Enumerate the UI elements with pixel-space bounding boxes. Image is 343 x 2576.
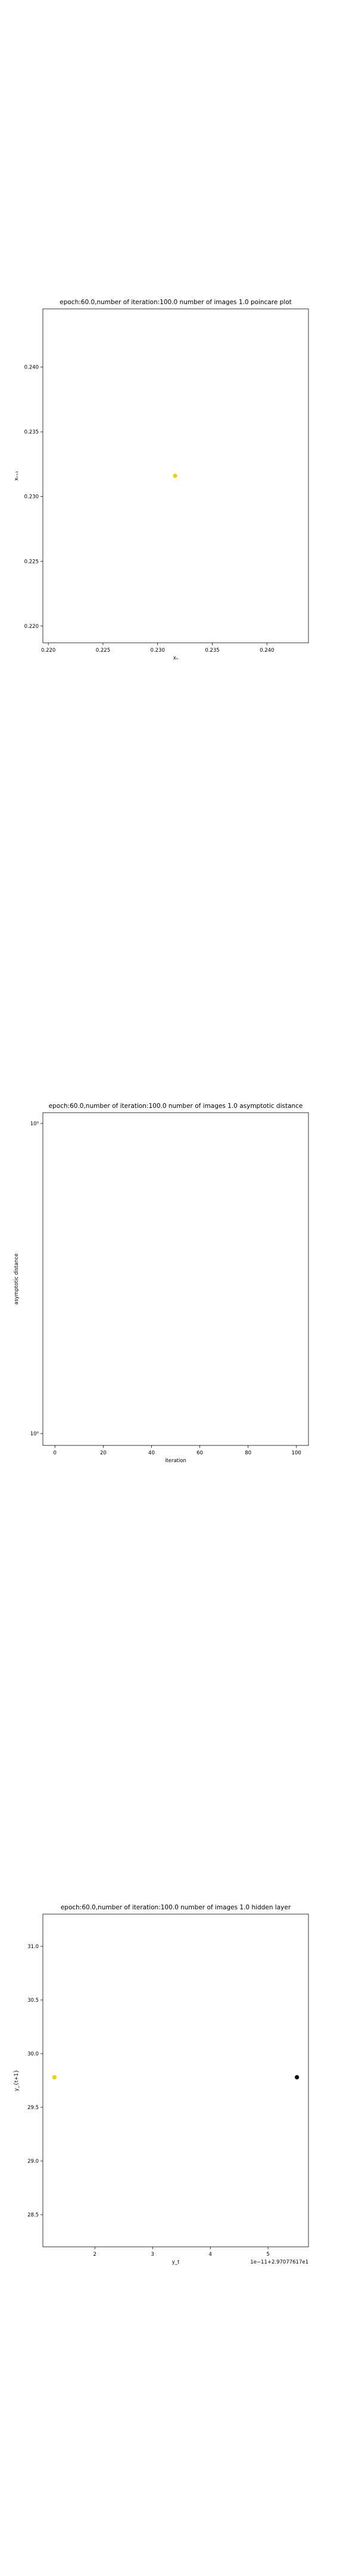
chart-1: epoch:60.0,number of iteration:100.0 num… xyxy=(14,299,309,661)
x-tick-label: 0.235 xyxy=(205,648,219,654)
chart-title: epoch:60.0,number of iteration:100.0 num… xyxy=(61,1904,291,1911)
x-tick-label: 3 xyxy=(151,2252,154,2258)
x-tick-label: 80 xyxy=(245,1450,251,1456)
x-axis-label: y_t xyxy=(172,2259,180,2265)
x-tick-label: 2 xyxy=(93,2252,96,2258)
y-tick-label: 30.0 xyxy=(27,2051,39,2057)
plot-frame xyxy=(42,1112,309,1446)
chart-title: epoch:60.0,number of iteration:100.0 num… xyxy=(49,1103,303,1110)
y-tick-label: 0.225 xyxy=(24,559,39,565)
plot-frame xyxy=(42,1914,309,2247)
y-axis-label: asymptotic distance xyxy=(14,1253,20,1305)
x-axis-label: iteration xyxy=(165,1458,186,1464)
data-point xyxy=(52,2075,57,2080)
x-tick-label: 0 xyxy=(54,1450,57,1456)
x-tick-label: 60 xyxy=(197,1450,203,1456)
y-tick-label: 0.230 xyxy=(24,494,39,500)
y-tick-label: 29.0 xyxy=(27,2159,39,2165)
y-tick-label: 0.220 xyxy=(24,624,39,630)
chart-2: epoch:60.0,number of iteration:100.0 num… xyxy=(14,1103,309,1464)
data-point xyxy=(295,2075,300,2080)
x-tick-label: 5 xyxy=(266,2252,269,2258)
x-offset-label: 1e−11+2.97077617e1 xyxy=(250,2259,308,2265)
y-axis-label: y_{t+1} xyxy=(14,2070,20,2091)
x-tick-label: 4 xyxy=(208,2252,211,2258)
x-tick-label: 100 xyxy=(292,1450,301,1456)
y-tick-label: 0.240 xyxy=(24,365,39,371)
chart-3: epoch:60.0,number of iteration:100.0 num… xyxy=(14,1904,309,2265)
y-tick-label: 31.0 xyxy=(27,1944,39,1950)
x-tick-label: 0.230 xyxy=(151,648,165,654)
x-tick-label: 0.240 xyxy=(260,648,274,654)
y-tick-label: 10⁰ xyxy=(30,1121,39,1127)
x-tick-label: 40 xyxy=(148,1450,155,1456)
y-tick-label: 30.5 xyxy=(27,1998,39,2004)
x-axis-label: xₙ xyxy=(173,655,178,661)
data-point xyxy=(173,473,177,478)
y-tick-label: 29.5 xyxy=(27,2105,39,2111)
x-tick-label: 0.220 xyxy=(41,648,55,654)
chart-title: epoch:60.0,number of iteration:100.0 num… xyxy=(60,299,292,306)
y-tick-label: 10⁰ xyxy=(30,1431,39,1437)
plot-frame xyxy=(42,308,309,643)
x-tick-label: 0.225 xyxy=(96,648,110,654)
y-tick-label: 28.5 xyxy=(27,2212,39,2218)
x-tick-label: 20 xyxy=(100,1450,107,1456)
y-axis-label: xₙ₊₁ xyxy=(14,471,20,481)
y-tick-label: 0.235 xyxy=(24,429,39,435)
